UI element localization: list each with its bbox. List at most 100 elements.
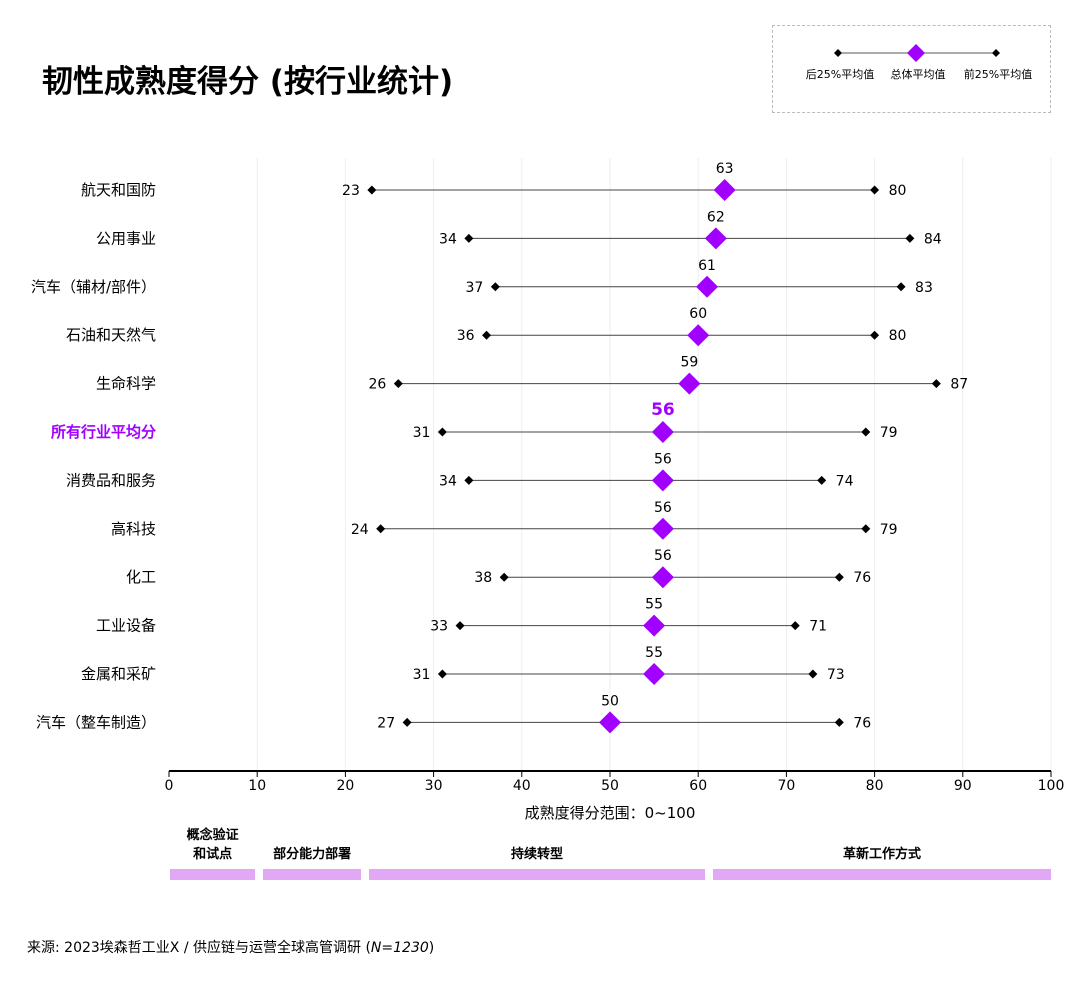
high-point-11 (834, 717, 844, 727)
low-value-label-8: 38 (474, 570, 492, 586)
high-point-7 (861, 524, 871, 534)
chart-title: 韧性成熟度得分 (按行业统计) (42, 64, 454, 100)
avg-value-label-4: 59 (680, 355, 698, 371)
legend-label-low: 后25%平均值 (805, 68, 875, 81)
high-value-label-7: 79 (880, 522, 898, 538)
low-point-0 (367, 185, 377, 195)
high-point-5 (861, 427, 871, 437)
avg-value-label-3: 60 (689, 306, 707, 322)
high-value-label-8: 76 (853, 570, 871, 586)
source-suffix: ) (428, 940, 435, 956)
category-label-1: 公用事业 (96, 229, 156, 247)
low-value-label-0: 23 (342, 183, 360, 199)
avg-value-label-0: 63 (716, 161, 734, 177)
low-point-2 (490, 282, 500, 292)
legend-label-high: 前25%平均值 (963, 68, 1033, 81)
avg-point-3 (687, 324, 710, 347)
phase-label-0: 概念验证 和试点 (186, 828, 239, 862)
high-value-label-6: 74 (836, 473, 854, 489)
high-value-label-0: 80 (889, 183, 907, 199)
x-tick-label-10: 10 (248, 778, 266, 794)
x-tick-label-80: 80 (866, 778, 884, 794)
low-point-1 (464, 233, 474, 243)
avg-value-label-1: 62 (707, 209, 725, 225)
x-tick-label-60: 60 (689, 778, 707, 794)
low-value-label-1: 34 (439, 231, 457, 247)
x-tick-label-40: 40 (513, 778, 531, 794)
phase-label-3: 革新工作方式 (842, 847, 921, 862)
low-point-9 (455, 621, 465, 631)
low-point-6 (464, 475, 474, 485)
high-value-label-3: 80 (889, 328, 907, 344)
avg-value-label-2: 61 (698, 258, 716, 274)
category-label-0: 航天和国防 (81, 181, 156, 199)
low-point-4 (393, 379, 403, 389)
low-value-label-11: 27 (377, 715, 395, 731)
legend-low-diamond-icon (834, 49, 842, 57)
avg-point-6 (651, 469, 674, 492)
high-point-6 (817, 475, 827, 485)
high-value-label-9: 71 (809, 619, 827, 635)
low-value-label-6: 34 (439, 473, 457, 489)
avg-point-10 (643, 663, 666, 685)
avg-value-label-10: 55 (645, 645, 663, 661)
low-value-label-3: 36 (457, 328, 475, 344)
avg-value-label-7: 56 (654, 500, 672, 516)
legend-high-diamond-icon (992, 49, 1000, 57)
low-point-3 (482, 330, 492, 340)
avg-point-9 (643, 614, 666, 637)
low-value-label-5: 31 (413, 425, 431, 441)
phase-2: 持续转型 (369, 828, 705, 880)
high-point-1 (905, 233, 915, 243)
phase-0: 概念验证 和试点 (170, 828, 256, 880)
avg-value-label-5: 56 (651, 400, 675, 420)
category-label-11: 汽车（整车制造） (36, 713, 156, 731)
phase-1: 部分能力部署 (263, 828, 362, 880)
avg-value-label-6: 56 (654, 451, 672, 467)
dot-range-chart: 0 10 20 30 40 50 60 70 80 90 100 航天和国防 23 80 63 公用事业 34 8… (31, 158, 1064, 794)
low-point-8 (499, 572, 509, 582)
x-tick-label-30: 30 (425, 778, 443, 794)
phase-label-2: 持续转型 (511, 847, 564, 862)
phase-label-1: 部分能力部署 (273, 847, 352, 862)
high-value-label-4: 87 (950, 377, 968, 393)
avg-point-4 (678, 372, 701, 395)
avg-point-1 (704, 227, 727, 250)
avg-point-5 (651, 421, 674, 443)
x-tick-label-90: 90 (954, 778, 972, 794)
source-prefix: 来源: 2023埃森哲工业X / 供应链与运营全球高管调研 ( (27, 940, 371, 956)
x-tick-label-20: 20 (336, 778, 354, 794)
avg-point-8 (651, 566, 674, 589)
legend-avg-diamond-icon (907, 44, 925, 62)
legend: 后25%平均值 总体平均值 前25%平均值 (772, 25, 1051, 113)
category-label-4: 生命科学 (96, 375, 156, 393)
category-label-5: 所有行业平均分 (51, 423, 156, 441)
low-value-label-10: 31 (413, 667, 431, 683)
phase-bar-0 (170, 869, 256, 880)
category-label-9: 工业设备 (96, 617, 156, 635)
phase-3: 革新工作方式 (713, 828, 1051, 880)
category-label-2: 汽车（辅材/部件） (31, 278, 156, 296)
avg-value-label-8: 56 (654, 548, 672, 564)
high-point-0 (870, 185, 880, 195)
x-axis-title: 成熟度得分范围：0~100 (524, 804, 696, 822)
avg-value-label-9: 55 (645, 597, 663, 613)
avg-point-11 (599, 711, 621, 734)
low-value-label-7: 24 (351, 522, 369, 538)
x-tick-label-0: 0 (165, 778, 174, 794)
category-label-6: 消费品和服务 (66, 471, 156, 489)
category-label-3: 石油和天然气 (66, 326, 156, 344)
low-value-label-4: 26 (368, 377, 386, 393)
legend-graphic (834, 44, 1000, 62)
source-note: 来源: 2023埃森哲工业X / 供应链与运营全球高管调研 (N=1230) (27, 937, 434, 957)
high-value-label-1: 84 (924, 231, 942, 247)
low-point-7 (376, 524, 386, 534)
phase-bar-2 (369, 869, 705, 880)
avg-value-label-11: 50 (601, 693, 619, 709)
high-value-label-10: 73 (827, 667, 845, 683)
low-point-5 (437, 427, 447, 437)
high-point-2 (896, 282, 906, 292)
high-value-label-11: 76 (853, 715, 871, 731)
low-point-10 (437, 669, 447, 679)
category-label-10: 金属和采矿 (81, 665, 156, 683)
